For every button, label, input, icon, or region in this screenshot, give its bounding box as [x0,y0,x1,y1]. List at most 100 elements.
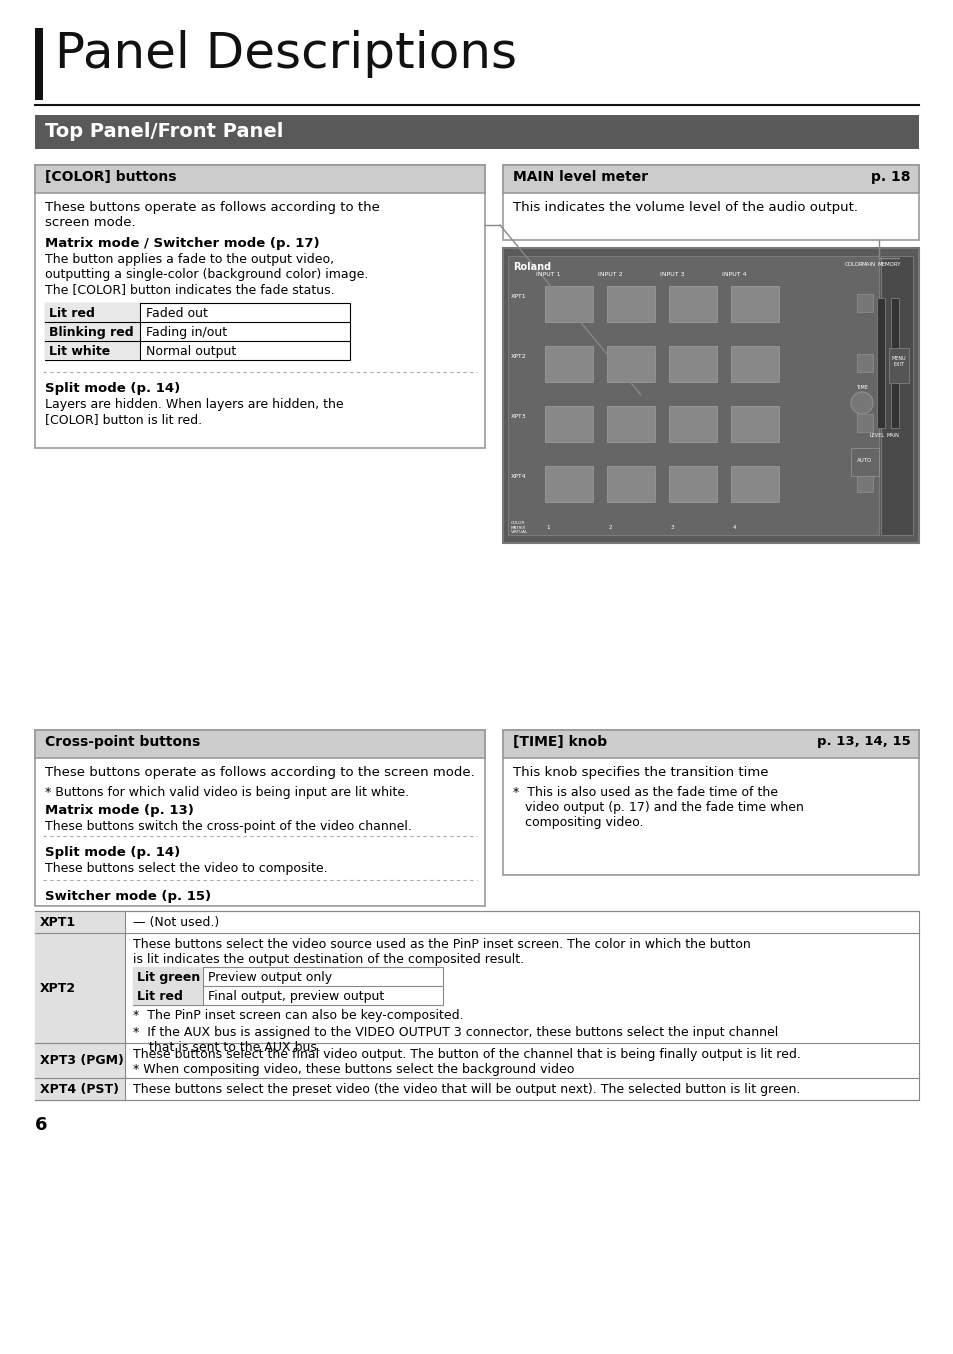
Text: Matrix mode (p. 13): Matrix mode (p. 13) [45,804,193,816]
Bar [856,474,872,492]
Text: Panel Descriptions: Panel Descriptions [55,30,517,79]
Text: These buttons select the video to composite.: These buttons select the video to compos… [45,862,327,875]
Bar [35,730,484,758]
Text: Lit white: Lit white [49,345,111,357]
Bar [606,466,655,502]
Bar [668,406,717,441]
Text: XPT1: XPT1 [40,917,76,929]
Bar [544,347,593,382]
Text: This knob specifies the transition time: This knob specifies the transition time [513,766,768,779]
Text: Blinking red: Blinking red [49,326,133,338]
Text: INPUT 4: INPUT 4 [720,272,745,278]
Bar [668,347,717,382]
Text: MEMORY: MEMORY [877,263,900,267]
Text: MENU
EXIT: MENU EXIT [891,356,905,367]
Text: *  This is also used as the fade time of the
   video output (p. 17) and the fad: * This is also used as the fade time of … [513,787,803,829]
Text: Lit red: Lit red [137,990,183,1003]
Text: Top Panel/Front Panel: Top Panel/Front Panel [45,122,283,141]
Bar [544,286,593,322]
Bar [606,347,655,382]
Bar [45,303,350,360]
Bar [668,466,717,502]
Text: Matrix mode / Switcher mode (p. 17): Matrix mode / Switcher mode (p. 17) [45,237,319,250]
Text: 1: 1 [546,525,549,529]
Text: *  If the AUX bus is assigned to the VIDEO OUTPUT 3 connector, these buttons sel: * If the AUX bus is assigned to the VIDE… [132,1026,778,1053]
Bar [507,256,878,535]
Text: Final output, preview output: Final output, preview output [208,990,384,1003]
Bar [35,1078,125,1099]
Text: Split mode (p. 14): Split mode (p. 14) [45,382,180,395]
Text: TIME: TIME [855,385,867,390]
Text: — (Not used.): — (Not used.) [132,917,219,929]
Bar [730,347,779,382]
Text: This indicates the volume level of the audio output.: This indicates the volume level of the a… [513,200,857,214]
Polygon shape [850,393,872,414]
Text: XPT4 (PST): XPT4 (PST) [40,1083,119,1095]
Bar [35,115,918,149]
Bar [502,730,918,758]
Text: [COLOR] buttons: [COLOR] buttons [45,171,176,184]
Text: These buttons select the final video output. The button of the channel that is b: These buttons select the final video out… [132,1048,800,1076]
Text: Split mode (p. 14): Split mode (p. 14) [45,846,180,858]
Bar [850,448,878,477]
Text: * Buttons for which valid video is being input are lit white.: * Buttons for which valid video is being… [45,787,409,799]
Text: Lit red: Lit red [49,307,94,320]
Text: Layers are hidden. When layers are hidden, the
[COLOR] button is lit red.: Layers are hidden. When layers are hidde… [45,398,343,427]
Text: [TIME] knob: [TIME] knob [513,735,606,749]
Bar [668,286,717,322]
Bar [880,256,912,535]
Text: COLOR
MATRIX
VIRTUAL: COLOR MATRIX VIRTUAL [511,521,528,535]
Bar [856,414,872,432]
Bar [132,967,442,1005]
Text: p. 18: p. 18 [871,171,910,184]
Bar [888,348,908,383]
Text: These buttons switch the cross-point of the video channel.: These buttons switch the cross-point of … [45,821,412,833]
Bar [45,322,140,341]
Text: MAIN: MAIN [885,433,899,437]
Text: XPT2: XPT2 [511,353,526,359]
Bar [606,286,655,322]
Bar [35,1043,125,1078]
Bar [35,165,484,448]
Bar [730,406,779,441]
Text: These buttons operate as follows according to the screen mode.: These buttons operate as follows accordi… [45,766,475,779]
Text: MAIN: MAIN [861,263,875,267]
Text: INPUT 1: INPUT 1 [536,272,559,278]
Bar [35,911,125,933]
Text: Lit green: Lit green [137,971,200,984]
Bar [544,406,593,441]
Text: 3: 3 [670,525,673,529]
Text: Preview output only: Preview output only [208,971,332,984]
Text: XPT2: XPT2 [40,982,76,995]
Bar [35,28,43,100]
Text: INPUT 2: INPUT 2 [598,272,621,278]
Bar [606,406,655,441]
Text: LEVEL: LEVEL [868,433,883,437]
Text: Normal output: Normal output [146,345,236,357]
Text: These buttons operate as follows according to the
screen mode.: These buttons operate as follows accordi… [45,200,379,229]
Text: Fading in/out: Fading in/out [146,326,227,338]
Bar [35,933,125,1043]
Bar [876,298,884,428]
Bar [45,341,140,360]
Text: p. 13, 14, 15: p. 13, 14, 15 [817,735,910,747]
Bar [35,911,918,1099]
Text: 2: 2 [608,525,611,529]
Text: *  The PinP inset screen can also be key-composited.: * The PinP inset screen can also be key-… [132,1009,463,1022]
Text: AUTO: AUTO [857,458,872,463]
Bar [502,730,918,875]
Bar [35,730,484,906]
Text: 6: 6 [35,1116,48,1135]
Bar [502,248,918,543]
Text: The button applies a fade to the output video,
outputting a single-color (backgr: The button applies a fade to the output … [45,253,368,297]
Text: Faded out: Faded out [146,307,208,320]
Bar [45,303,140,322]
Text: Cross-point buttons: Cross-point buttons [45,735,200,749]
Bar [856,294,872,311]
Text: INPUT 3: INPUT 3 [659,272,683,278]
Text: XPT3: XPT3 [511,414,526,418]
Bar [35,165,484,194]
Text: XPT1: XPT1 [511,294,526,299]
Text: These buttons select the preset video (the video that will be output next). The : These buttons select the preset video (t… [132,1083,800,1095]
Text: MAIN level meter: MAIN level meter [513,171,647,184]
